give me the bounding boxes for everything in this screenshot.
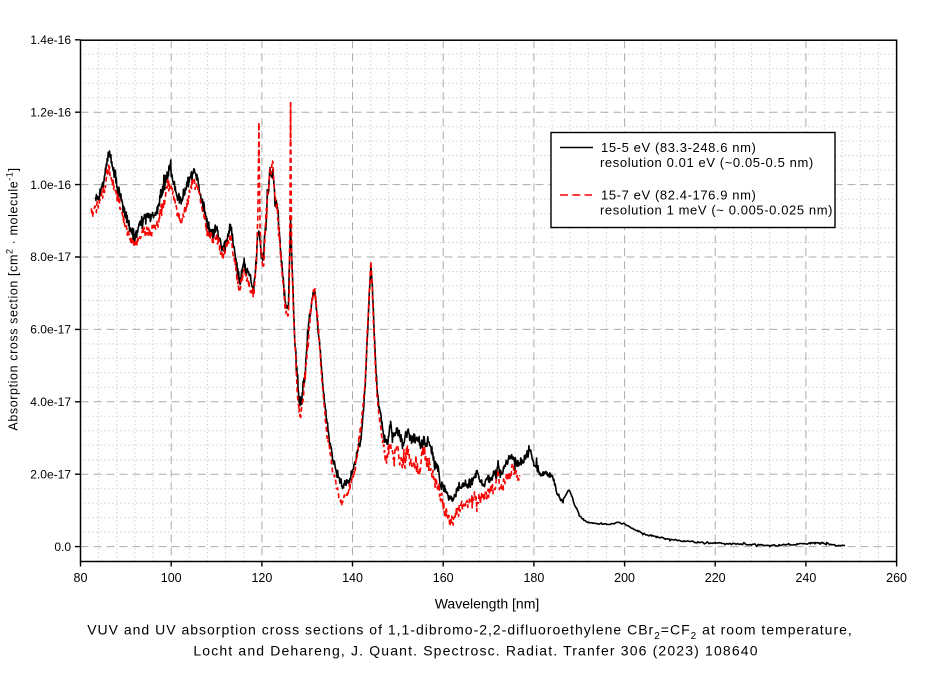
svg-text:1.0e-16: 1.0e-16 [30, 178, 71, 192]
svg-text:120: 120 [251, 571, 272, 585]
svg-text:240: 240 [795, 571, 816, 585]
svg-text:100: 100 [161, 571, 182, 585]
svg-text:4.0e-17: 4.0e-17 [30, 395, 71, 409]
svg-text:15-5 eV (83.3-248.6 nm): 15-5 eV (83.3-248.6 nm) [601, 140, 756, 155]
svg-text:1.4e-16: 1.4e-16 [30, 33, 71, 47]
svg-text:80: 80 [74, 571, 88, 585]
svg-text:resolution 1 meV (~ 0.005-0.02: resolution 1 meV (~ 0.005-0.025 nm) [600, 203, 833, 218]
svg-text:Absorption cross section [cm2: Absorption cross section [cm2 · molecule… [5, 167, 21, 430]
svg-text:140: 140 [342, 571, 363, 585]
svg-text:1.2e-16: 1.2e-16 [30, 105, 71, 119]
svg-text:220: 220 [705, 571, 726, 585]
svg-text:15-7 eV (82.4-176.9 nm): 15-7 eV (82.4-176.9 nm) [601, 188, 756, 203]
svg-text:Wavelength [nm]: Wavelength [nm] [435, 596, 540, 612]
svg-text:0.0: 0.0 [54, 540, 71, 554]
svg-text:Locht and Dehareng, J. Quant.: Locht and Dehareng, J. Quant. Spectrosc.… [193, 643, 758, 659]
svg-text:260: 260 [886, 571, 907, 585]
svg-text:200: 200 [614, 571, 635, 585]
svg-text:2.0e-17: 2.0e-17 [30, 467, 71, 481]
svg-text:6.0e-17: 6.0e-17 [30, 323, 71, 337]
svg-text:VUV and UV absorption cross se: VUV and UV absorption cross sections of … [87, 622, 853, 643]
svg-text:180: 180 [523, 571, 544, 585]
svg-text:8.0e-17: 8.0e-17 [30, 250, 71, 264]
svg-text:resolution 0.01 eV (~0.05-0.5: resolution 0.01 eV (~0.05-0.5 nm) [600, 155, 814, 170]
svg-text:160: 160 [433, 571, 454, 585]
